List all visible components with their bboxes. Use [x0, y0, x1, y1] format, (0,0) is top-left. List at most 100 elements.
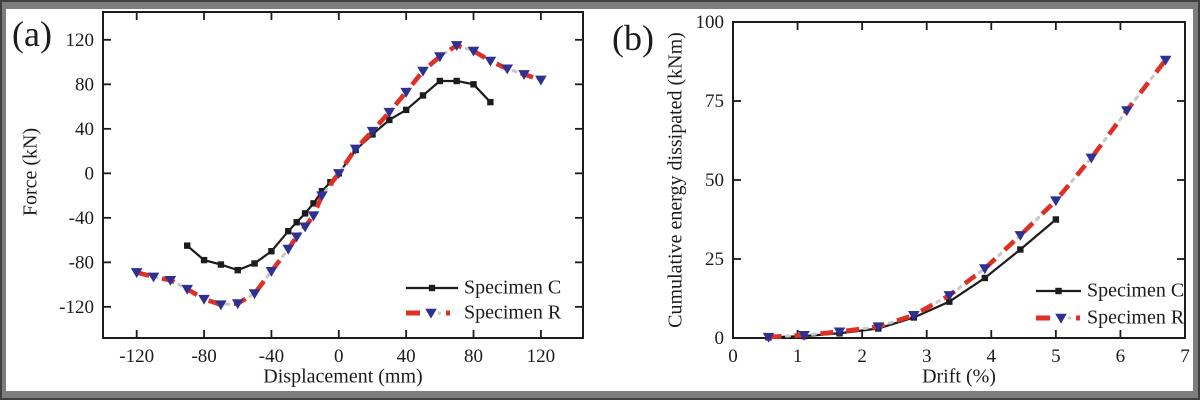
square-marker	[453, 77, 460, 85]
svg-text:0: 0	[334, 346, 344, 367]
chart-b-legend-label-specimen-r: Specimen R	[1087, 306, 1185, 329]
chart-a-legend-sample-specimen-r	[406, 308, 450, 319]
chart-a-series-specimen-r	[130, 41, 547, 311]
square-marker	[946, 298, 953, 305]
svg-text:1: 1	[793, 346, 803, 367]
triangle-down-marker	[908, 311, 920, 321]
square-marker	[301, 210, 309, 217]
triangle-down-marker	[265, 267, 278, 277]
svg-text:0: 0	[715, 328, 725, 349]
chart-b-xlabel: Drift (%)	[922, 365, 996, 388]
square-marker	[981, 274, 989, 282]
triangle-down-marker	[1050, 196, 1062, 207]
square-marker	[386, 116, 393, 124]
svg-text:50: 50	[705, 170, 724, 191]
triangle-down-marker	[1121, 106, 1133, 117]
triangle-down-marker	[1055, 313, 1067, 324]
chart-a-y-tick-labels: -120 -80 -40 0 40 80 120	[59, 30, 94, 318]
triangle-down-marker	[349, 144, 362, 155]
square-marker	[318, 187, 326, 195]
triangle-down-marker	[290, 232, 303, 243]
square-marker	[470, 81, 477, 88]
chart-a-x-tick-labels: -120 -80 -40 0 40 80 120	[119, 346, 555, 367]
chart-a-xlabel: Displacement (mm)	[263, 365, 423, 388]
svg-text:7: 7	[1180, 346, 1190, 367]
triangle-down-marker	[198, 294, 210, 305]
svg-text:-40: -40	[69, 208, 94, 229]
svg-text:75: 75	[705, 91, 724, 112]
square-marker	[310, 200, 317, 207]
square-marker	[1055, 287, 1062, 295]
triangle-down-marker	[1014, 231, 1027, 241]
triangle-down-marker	[425, 308, 437, 319]
triangle-down-marker	[383, 107, 396, 118]
square-marker	[419, 92, 427, 99]
triangle-down-marker	[872, 322, 885, 333]
svg-text:25: 25	[705, 249, 724, 270]
svg-text:-120: -120	[59, 297, 94, 318]
triangle-down-marker	[400, 87, 412, 98]
triangle-down-marker	[282, 244, 295, 255]
square-marker	[436, 77, 444, 85]
triangle-down-marker	[417, 66, 429, 77]
triangle-down-marker	[181, 284, 194, 295]
svg-text:40: 40	[397, 346, 416, 367]
square-marker	[428, 284, 436, 292]
triangle-down-marker	[147, 272, 160, 283]
figure-background	[6, 9, 1193, 391]
square-marker	[1017, 246, 1024, 253]
svg-text:-80: -80	[69, 252, 94, 273]
chart-b-ylabel: Cumulative energy dissipated (kNm)	[664, 32, 687, 328]
chart-b-x-tick-labels: 0 1 2 3 4 5 6 7	[728, 346, 1190, 367]
triangle-down-marker	[1159, 55, 1172, 66]
square-marker	[251, 260, 258, 267]
triangle-down-marker	[833, 327, 846, 338]
svg-text:-120: -120	[119, 346, 154, 367]
chart-b-legend-label-specimen-c: Specimen C	[1087, 279, 1185, 302]
triangle-down-marker	[316, 191, 328, 202]
triangle-down-marker	[518, 70, 530, 80]
svg-text:3: 3	[922, 346, 932, 367]
triangle-down-marker	[164, 275, 177, 286]
chart-a-plot-box	[102, 11, 584, 339]
svg-text:4: 4	[987, 346, 997, 367]
triangle-down-marker	[332, 169, 345, 179]
svg-text:120: 120	[527, 346, 556, 367]
chart-b-legend-sample-specimen-c	[1036, 287, 1081, 295]
svg-text:-80: -80	[191, 346, 216, 367]
triangle-down-marker	[762, 332, 775, 343]
triangle-down-marker	[484, 56, 497, 67]
chart-a-legend-label-specimen-r: Specimen R	[464, 301, 562, 324]
svg-text:0: 0	[728, 346, 738, 367]
square-marker	[285, 227, 292, 235]
square-marker	[268, 248, 275, 255]
triangle-down-marker	[450, 41, 463, 51]
chart-b-y-tick-labels: 0 25 50 75 100	[696, 12, 725, 349]
triangle-down-marker	[299, 222, 311, 233]
triangle-down-marker	[130, 268, 143, 278]
triangle-down-marker	[467, 46, 480, 57]
triangle-down-marker	[248, 289, 261, 300]
chart-a-tick-marks	[103, 12, 583, 338]
svg-text:120: 120	[66, 30, 95, 51]
svg-text:0: 0	[85, 163, 95, 184]
chart-a-legend-sample-specimen-c	[406, 284, 458, 292]
svg-text:5: 5	[1051, 346, 1061, 367]
square-marker	[217, 261, 225, 268]
square-marker	[1052, 216, 1060, 223]
square-marker	[402, 106, 410, 114]
square-marker	[234, 266, 241, 274]
triangle-down-marker	[943, 291, 956, 301]
svg-text:-40: -40	[259, 346, 284, 367]
svg-text:80: 80	[464, 346, 483, 367]
triangle-down-marker	[535, 75, 547, 86]
chart-a-ylabel: Force (kN)	[19, 127, 42, 217]
square-marker	[184, 242, 191, 249]
triangle-down-marker	[215, 300, 227, 311]
svg-text:6: 6	[1116, 346, 1126, 367]
chart-b-legend-sample-specimen-r	[1036, 313, 1080, 324]
svg-text:40: 40	[75, 119, 94, 140]
triangle-down-marker	[434, 52, 446, 63]
square-marker	[487, 98, 494, 106]
